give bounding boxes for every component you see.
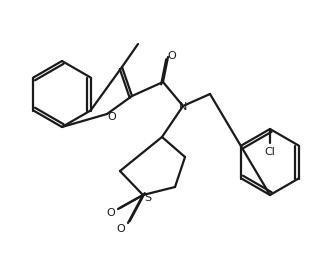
Text: O: O [168,51,176,61]
Text: O: O [108,112,116,121]
Text: S: S [144,192,152,202]
Text: N: N [179,102,187,112]
Text: O: O [107,207,115,217]
Text: Cl: Cl [265,146,275,156]
Text: O: O [117,223,126,233]
